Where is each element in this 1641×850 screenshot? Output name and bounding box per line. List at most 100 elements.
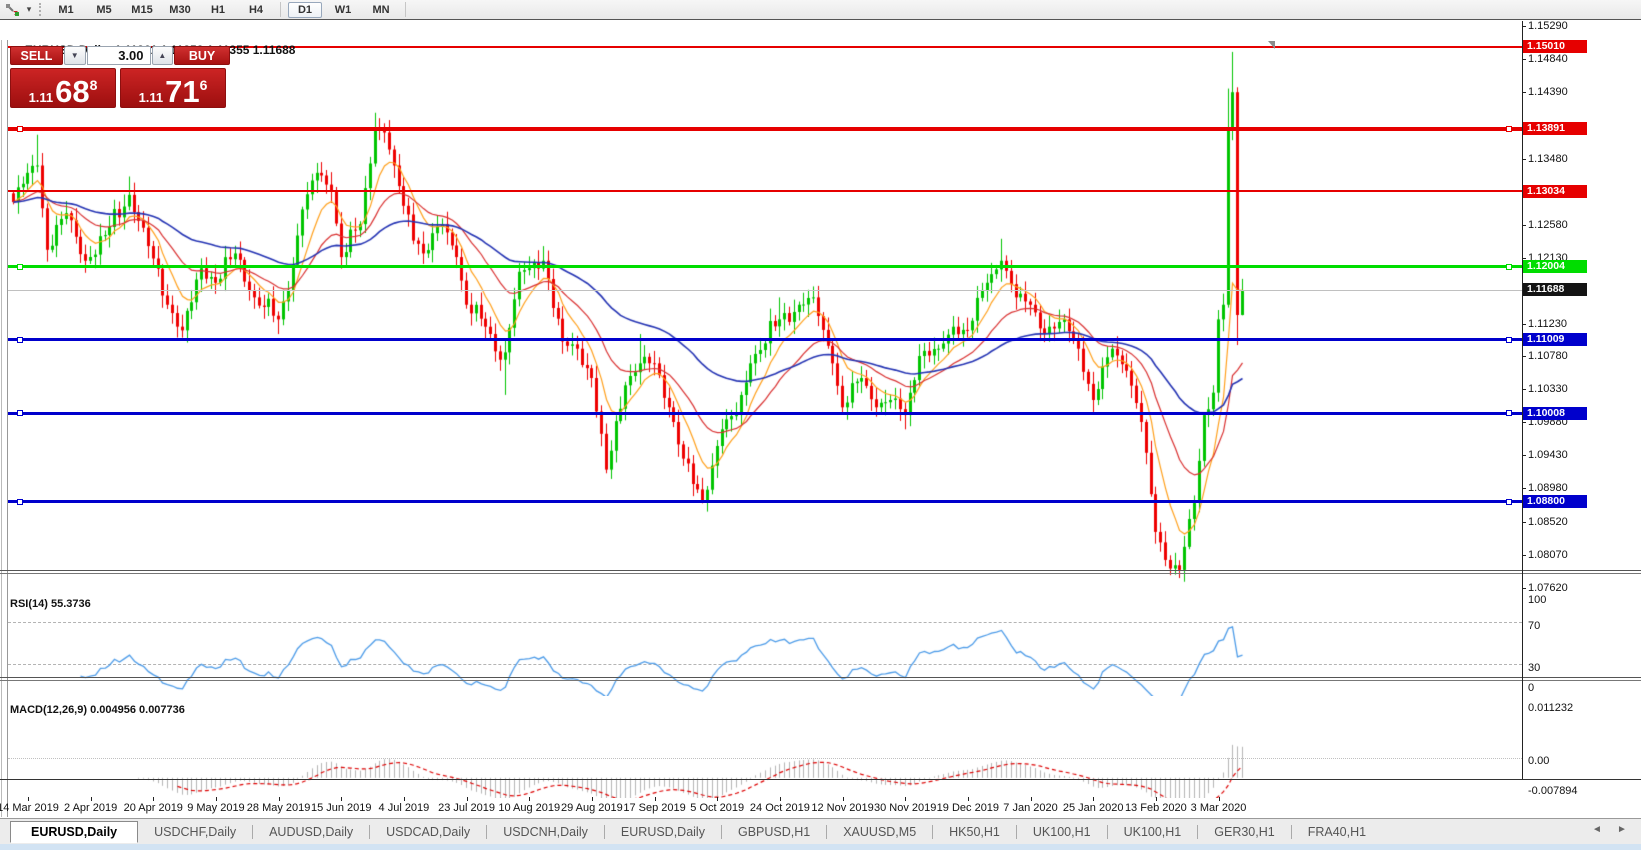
date-label: 9 May 2019 bbox=[187, 802, 245, 814]
timeframe-button-M1[interactable]: M1 bbox=[58, 3, 74, 16]
tab-scroll-left-icon[interactable]: ◄ bbox=[1592, 824, 1602, 835]
buy-price-main: 71 bbox=[165, 74, 200, 109]
date-label: 14 Mar 2019 bbox=[0, 802, 59, 814]
date-tick-mark bbox=[403, 797, 405, 801]
buy-price-prefix: 1.11 bbox=[138, 90, 164, 105]
sell-price-pip: 8 bbox=[89, 77, 98, 93]
price-tag-1.12004: 1.12004 bbox=[1523, 260, 1587, 274]
price-tag-1.15010: 1.15010 bbox=[1523, 40, 1587, 54]
tab-GER30-H1[interactable]: GER30,H1 bbox=[1214, 824, 1275, 839]
price-tick-label: 1.08520 bbox=[1528, 516, 1568, 529]
buy-price-display[interactable]: 1.11 71 6 bbox=[120, 68, 226, 108]
timeframe-button-M30[interactable]: M30 bbox=[169, 3, 191, 16]
pane-splitter-main-rsi[interactable] bbox=[0, 570, 1641, 571]
price-tick-label: 1.09430 bbox=[1528, 449, 1568, 462]
price-tick-mark bbox=[1522, 555, 1526, 557]
chart-tab-bar: EURUSD,Daily USDCHF,Daily AUDUSD,Daily USDC… bbox=[0, 818, 1641, 844]
line-handle-right-1.12004[interactable] bbox=[1506, 263, 1512, 270]
macd-canvas[interactable] bbox=[8, 699, 1522, 798]
timeframe-button-D1[interactable]: D1 bbox=[288, 1, 322, 18]
price-tick-label: 1.15290 bbox=[1528, 20, 1568, 32]
tab-USDCNH-Daily[interactable]: USDCNH,Daily bbox=[503, 824, 588, 839]
trade-arrows-icon[interactable] bbox=[3, 2, 23, 18]
toolbar-grip[interactable] bbox=[39, 3, 41, 16]
date-tick-mark bbox=[842, 797, 844, 801]
buy-price-pip: 6 bbox=[199, 77, 208, 93]
price-tick-mark bbox=[1522, 257, 1526, 259]
line-handle-left-1.12004[interactable] bbox=[17, 263, 23, 270]
line-handle-right-1.11009[interactable] bbox=[1506, 336, 1512, 343]
hline-1.15010[interactable] bbox=[8, 45, 1522, 48]
date-label: 20 Apr 2019 bbox=[123, 802, 183, 814]
line-handle-right-1.10008[interactable] bbox=[1506, 410, 1512, 417]
line-handle-left-1.10008[interactable] bbox=[17, 410, 23, 417]
volume-increase-button[interactable]: ▲ bbox=[151, 46, 174, 65]
date-label: 19 Dec 2019 bbox=[936, 802, 1000, 814]
date-label: 29 Aug 2019 bbox=[560, 802, 623, 814]
volume-decrease-button[interactable]: ▼ bbox=[63, 46, 86, 65]
rsi-axis-label: 0 bbox=[1528, 682, 1535, 694]
tab-EURUSD-Daily[interactable]: EURUSD,Daily bbox=[10, 820, 139, 843]
tab-USDCAD-Daily[interactable]: USDCAD,Daily bbox=[386, 824, 471, 839]
date-tick-mark bbox=[905, 797, 907, 801]
tab-AUDUSD-Daily[interactable]: AUDUSD,Daily bbox=[269, 824, 354, 839]
sell-button[interactable]: SELL bbox=[10, 46, 63, 65]
rsi-canvas[interactable] bbox=[8, 593, 1522, 696]
timeframe-button-M15[interactable]: M15 bbox=[131, 3, 153, 16]
chart-type-dropdown-caret[interactable]: ▾ bbox=[26, 4, 32, 14]
tab-FRA40-H1[interactable]: FRA40,H1 bbox=[1307, 824, 1367, 839]
date-label: 7 Jan 2020 bbox=[1003, 802, 1058, 814]
sell-price-display[interactable]: 1.11 68 8 bbox=[10, 68, 116, 108]
line-handle-left-1.13891[interactable] bbox=[17, 125, 23, 132]
line-handle-right-1.13891[interactable] bbox=[1506, 125, 1512, 132]
tab-GBPUSD-H1[interactable]: GBPUSD,H1 bbox=[737, 824, 811, 839]
rsi-axis-label: 70 bbox=[1528, 619, 1541, 632]
tab-UK100-H1[interactable]: UK100,H1 bbox=[1032, 824, 1091, 839]
hline-1.12004[interactable] bbox=[8, 265, 1522, 269]
status-strip bbox=[0, 843, 1641, 850]
hline-1.13034[interactable] bbox=[8, 190, 1522, 193]
hline-1.10008[interactable] bbox=[8, 411, 1522, 415]
timeframe-button-M5[interactable]: M5 bbox=[96, 3, 112, 16]
timeframe-button-H1[interactable]: H1 bbox=[210, 3, 226, 16]
tab-USDCHF-Daily[interactable]: USDCHF,Daily bbox=[154, 824, 237, 839]
volume-input[interactable] bbox=[86, 46, 151, 65]
line-handle-left-1.11009[interactable] bbox=[17, 336, 23, 343]
current-price-tag: 1.11688 bbox=[1523, 283, 1587, 297]
tab-divider bbox=[486, 824, 488, 839]
date-tick-mark bbox=[153, 797, 155, 801]
buy-button[interactable]: BUY bbox=[174, 46, 230, 65]
tab-EURUSD-Daily[interactable]: EURUSD,Daily bbox=[620, 824, 705, 839]
date-tick-mark bbox=[654, 797, 656, 801]
tab-scroll-right-icon[interactable]: ► bbox=[1617, 824, 1627, 835]
timeframe-button-MN[interactable]: MN bbox=[372, 3, 390, 16]
price-tick-mark bbox=[1522, 488, 1526, 490]
chart-shift-marker[interactable] bbox=[1268, 41, 1275, 49]
tab-HK50-H1[interactable]: HK50,H1 bbox=[949, 824, 1000, 839]
chart-window: ▲ EURUSD,Daily 1.11361 1.11853 1.11355 1… bbox=[0, 19, 1641, 819]
candlestick-canvas[interactable] bbox=[8, 21, 1522, 589]
date-tick-mark bbox=[1155, 797, 1157, 801]
hline-1.13891[interactable] bbox=[8, 126, 1522, 131]
price-tick-mark bbox=[1522, 58, 1526, 60]
timeframe-button-W1[interactable]: W1 bbox=[334, 3, 352, 16]
date-tick-mark bbox=[90, 797, 92, 801]
price-tick-mark bbox=[1522, 522, 1526, 524]
tab-UK100-H1[interactable]: UK100,H1 bbox=[1123, 824, 1182, 839]
line-handle-right-1.08800[interactable] bbox=[1506, 498, 1512, 505]
macd-axis-label: 0.00 bbox=[1528, 754, 1550, 767]
line-handle-left-1.08800[interactable] bbox=[17, 498, 23, 505]
tab-divider bbox=[1106, 824, 1108, 839]
timeframe-buttons: M1 M5 M15 M30 H1 H4 D1 W1 MN bbox=[47, 1, 411, 18]
date-tick-mark bbox=[717, 797, 719, 801]
tab-XAUUSD-M5[interactable]: XAUUSD,M5 bbox=[843, 824, 917, 839]
timeframe-button-H4[interactable]: H4 bbox=[248, 3, 264, 16]
pane-splitter-rsi-macd[interactable] bbox=[0, 677, 1641, 678]
hline-1.11009[interactable] bbox=[8, 338, 1522, 342]
date-label: 23 Jul 2019 bbox=[438, 802, 496, 814]
date-tick-mark bbox=[278, 797, 280, 801]
tab-divider bbox=[720, 824, 722, 839]
hline-1.08800[interactable] bbox=[8, 500, 1522, 504]
price-tag-1.11009: 1.11009 bbox=[1523, 333, 1587, 347]
